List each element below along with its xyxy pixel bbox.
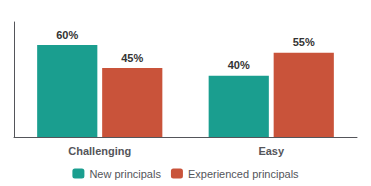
svg-text:55%: 55% xyxy=(293,36,315,48)
svg-text:40%: 40% xyxy=(228,59,250,71)
svg-text:60%: 60% xyxy=(56,29,78,41)
svg-text:45%: 45% xyxy=(121,52,143,64)
svg-text:Challenging: Challenging xyxy=(68,145,131,157)
svg-text:Easy: Easy xyxy=(258,145,285,157)
svg-text:Experienced principals: Experienced principals xyxy=(188,168,299,180)
svg-text:New principals: New principals xyxy=(89,168,161,180)
